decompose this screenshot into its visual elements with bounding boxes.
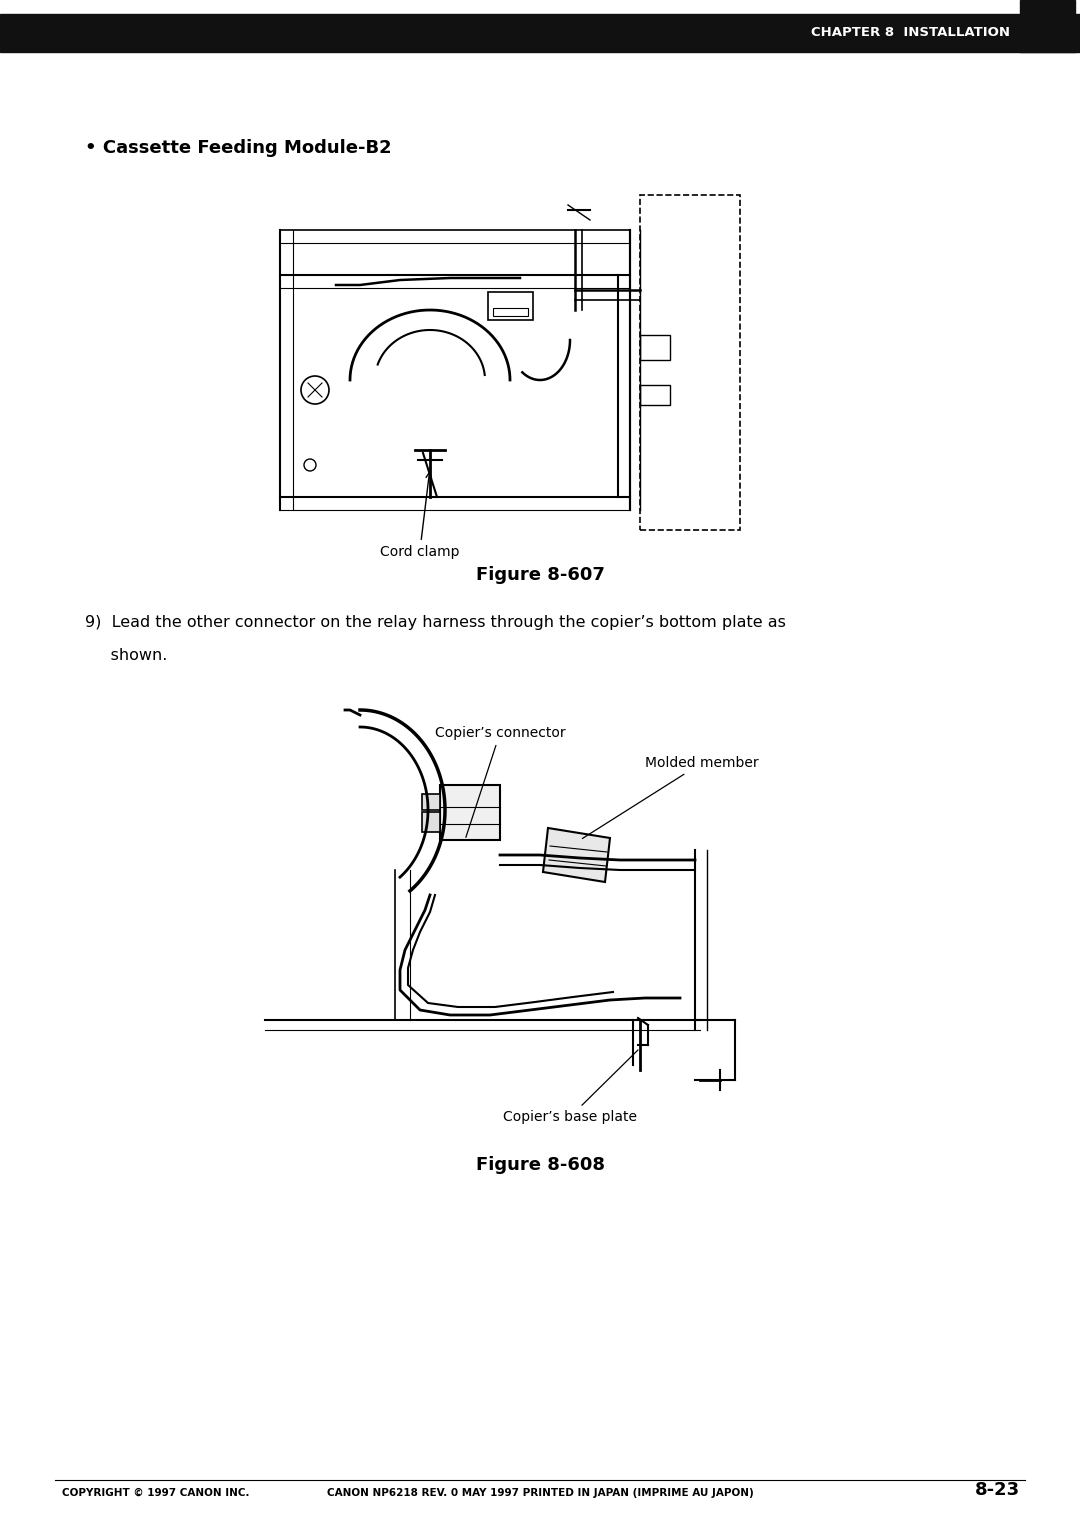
Bar	[422, 811, 440, 833]
Text: 9)  Lead the other connector on the relay harness through the copier’s bottom pl: 9) Lead the other connector on the relay…	[85, 614, 786, 630]
Text: Copier’s base plate: Copier’s base plate	[503, 1050, 638, 1125]
Text: COPYRIGHT © 1997 CANON INC.: COPYRIGHT © 1997 CANON INC.	[62, 1488, 249, 1497]
Text: Cord clamp: Cord clamp	[380, 472, 459, 559]
Text: 8-23: 8-23	[975, 1481, 1020, 1499]
Bar	[640, 385, 670, 405]
Bar	[488, 292, 534, 319]
Bar	[440, 785, 500, 840]
Bar	[640, 196, 740, 530]
Bar	[422, 795, 440, 810]
Text: Molded member: Molded member	[582, 756, 758, 839]
Text: • Cassette Feeding Module-B2: • Cassette Feeding Module-B2	[85, 139, 392, 157]
Text: CHAPTER 8  INSTALLATION: CHAPTER 8 INSTALLATION	[811, 26, 1010, 40]
Text: Figure 8-607: Figure 8-607	[475, 565, 605, 584]
Text: shown.: shown.	[85, 648, 167, 663]
Bar	[0, 14, 1080, 52]
Bar	[640, 335, 670, 361]
Bar	[492, 309, 528, 316]
Text: CANON NP6218 REV. 0 MAY 1997 PRINTED IN JAPAN (IMPRIME AU JAPON): CANON NP6218 REV. 0 MAY 1997 PRINTED IN …	[326, 1488, 754, 1497]
Text: Copier’s connector: Copier’s connector	[434, 726, 565, 837]
Bar	[1020, 0, 1075, 52]
Text: Figure 8-608: Figure 8-608	[475, 1157, 605, 1174]
Polygon shape	[543, 828, 610, 882]
